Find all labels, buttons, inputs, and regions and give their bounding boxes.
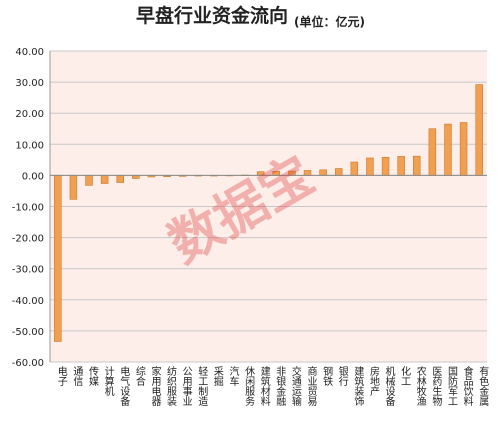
- y-tick-label: -30.00: [12, 265, 44, 276]
- x-tick-label: 商业贸易: [305, 365, 317, 407]
- x-tick-label: 房地产: [367, 365, 379, 397]
- bar: [413, 155, 421, 176]
- bar: [69, 175, 78, 200]
- bar: [459, 122, 468, 176]
- x-tick-label: 国防军工: [445, 366, 457, 406]
- bar: [116, 175, 124, 183]
- y-tick-label: 40.00: [15, 47, 44, 58]
- bar: [397, 156, 405, 176]
- bar: [475, 84, 483, 176]
- x-tick-label: 医药生物: [430, 366, 442, 407]
- bar: [54, 175, 62, 342]
- y-tick-label: 10.00: [15, 140, 44, 151]
- x-tick-label: 休闲服务: [243, 366, 255, 407]
- x-tick-label: 纺织服装: [165, 365, 177, 407]
- x-tick-label: 有色金属: [477, 365, 489, 407]
- x-tick-label: 家用电器: [149, 365, 161, 407]
- x-tick-label: 电气设备: [118, 365, 130, 407]
- x-tick-label: 通信: [71, 366, 83, 387]
- x-tick-label: 交通运输: [289, 365, 301, 407]
- y-tick-label: -20.00: [12, 234, 44, 245]
- x-tick-label: 传媒: [87, 366, 99, 387]
- x-tick-label: 建筑装饰: [352, 365, 364, 407]
- bar: [319, 169, 327, 176]
- bar: [428, 128, 437, 176]
- bar: [381, 157, 390, 176]
- bar: [100, 175, 109, 184]
- x-tick-label: 计算机: [102, 365, 114, 397]
- x-tick-label: 机械设备: [383, 365, 395, 407]
- y-tick-label: 30.00: [15, 78, 44, 89]
- x-tick-label: 采掘: [211, 366, 223, 387]
- y-tick-label: -40.00: [12, 296, 44, 307]
- y-tick-label: -10.00: [12, 203, 44, 214]
- x-tick-label: 汽车: [227, 365, 239, 387]
- bar: [366, 157, 374, 176]
- x-tick-label: 公用事业: [180, 366, 192, 406]
- bar: [350, 161, 359, 176]
- x-tick-label: 农林牧渔: [414, 365, 426, 407]
- x-tick-label: 轻工制造: [196, 365, 208, 406]
- x-tick-label: 食品饮料: [461, 365, 473, 407]
- bar: [85, 175, 93, 186]
- x-tick-label: 钢铁: [321, 365, 333, 387]
- x-tick-label: 综合: [133, 365, 145, 387]
- bar: [334, 168, 343, 176]
- x-tick-label: 非银金融: [274, 366, 286, 407]
- y-tick-label: -50.00: [12, 327, 44, 338]
- y-tick-label: 20.00: [15, 109, 44, 120]
- y-tick-label: -60.00: [12, 358, 44, 369]
- x-tick-label: 银行: [336, 365, 348, 387]
- x-tick-label: 建筑材料: [258, 365, 270, 407]
- x-tick-label: 电子: [55, 365, 67, 386]
- bar: [444, 123, 452, 176]
- x-tick-label: 化工: [399, 365, 411, 386]
- y-tick-label: 0.00: [22, 171, 44, 182]
- chart-subtitle: (单位：亿元): [294, 14, 365, 29]
- chart-title: 早盘行业资金流向: [136, 4, 288, 27]
